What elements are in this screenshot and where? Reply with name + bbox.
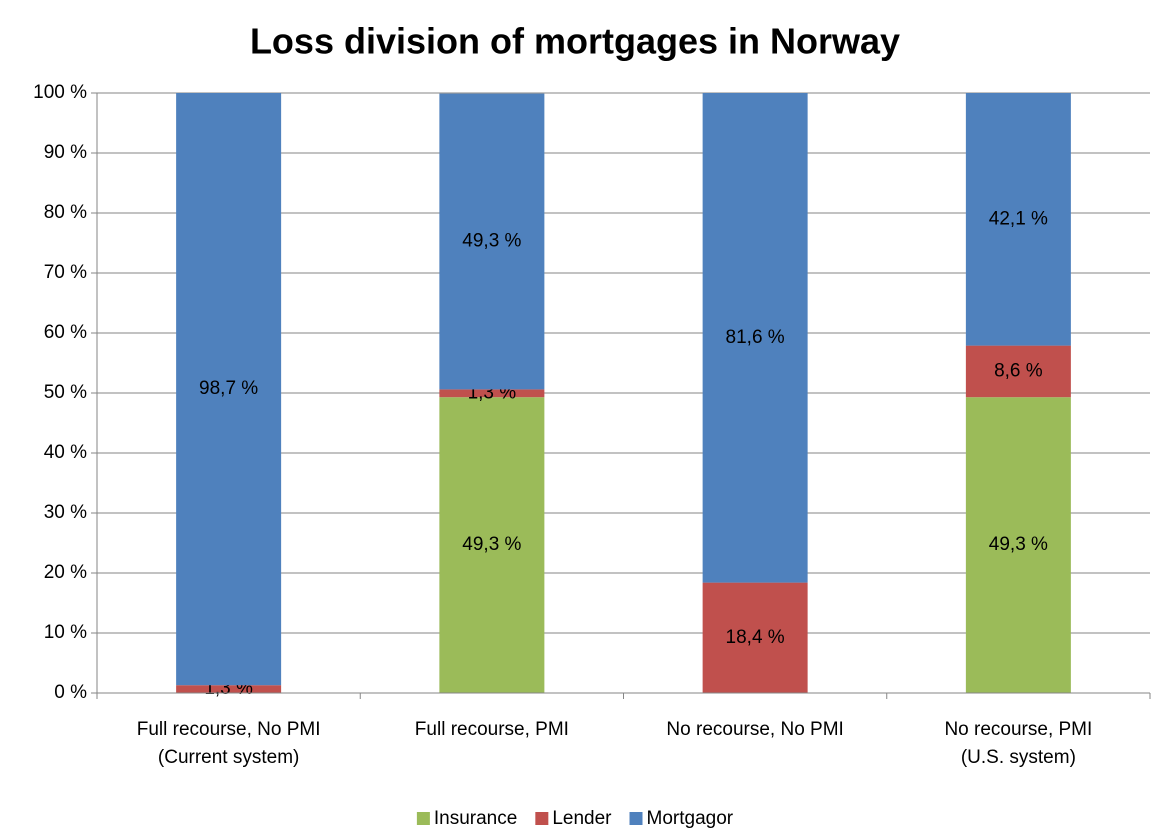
y-tick-label: 20 %	[44, 562, 87, 583]
chart-title: Loss division of mortgages in Norway	[250, 21, 900, 62]
y-tick-label: 80 %	[44, 202, 87, 223]
legend-label: Insurance	[434, 808, 517, 829]
legend-label: Mortgagor	[647, 808, 734, 829]
x-tick-label: No recourse, No PMI	[666, 719, 843, 740]
data-label: 49,3 %	[462, 231, 521, 252]
bar-segment	[176, 685, 282, 693]
x-tick-label: Full recourse, No PMI	[137, 719, 321, 740]
bar-segment	[965, 93, 1071, 346]
data-label: 18,4 %	[726, 627, 785, 648]
x-tick-label: (U.S. system)	[961, 747, 1076, 768]
data-label: 42,1 %	[989, 208, 1048, 229]
data-label: 81,6 %	[726, 327, 785, 348]
y-tick-label: 90 %	[44, 142, 87, 163]
y-tick-label: 40 %	[44, 442, 87, 463]
y-tick-label: 50 %	[44, 382, 87, 403]
data-label: 49,3 %	[462, 534, 521, 555]
x-tick-label: (Current system)	[158, 747, 299, 768]
bar-segment	[439, 397, 545, 693]
legend-swatch	[629, 812, 643, 825]
y-tick-label: 10 %	[44, 622, 87, 643]
y-tick-label: 100 %	[33, 82, 87, 103]
x-tick-label: No recourse, PMI	[944, 719, 1092, 740]
y-tick-label: 0 %	[54, 682, 87, 703]
x-tick-label: Full recourse, PMI	[415, 719, 569, 740]
bar-segment	[702, 93, 808, 583]
legend-swatch	[535, 812, 549, 825]
bar-segment	[965, 397, 1071, 693]
y-tick-label: 70 %	[44, 262, 87, 283]
bar-segment	[702, 582, 808, 693]
data-label: 49,3 %	[989, 534, 1048, 555]
data-label: 8,6 %	[994, 360, 1043, 381]
bar-segment	[439, 93, 545, 390]
bar-segment	[176, 93, 282, 686]
y-tick-label: 30 %	[44, 502, 87, 523]
bar-segment	[439, 389, 545, 398]
y-tick-label: 60 %	[44, 322, 87, 343]
legend-swatch	[416, 812, 430, 825]
bar-segment	[965, 345, 1071, 398]
data-label: 98,7 %	[199, 378, 258, 399]
legend-label: Lender	[552, 808, 612, 829]
